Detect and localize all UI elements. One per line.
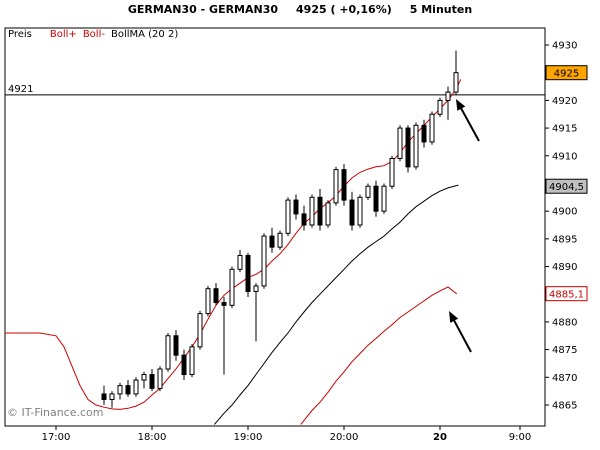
candle-up [197,313,203,348]
axis-title-preis: Preis [8,29,32,40]
candle-down [421,124,427,143]
y-tick-label: 4910 [552,151,577,162]
x-axis-label: 18:00 [138,432,167,443]
x-axis-label: 20:00 [330,432,359,443]
x-axis-label: 20 [433,432,447,443]
candle-down [101,393,107,400]
title-timeframe: 5 Minuten [409,3,473,16]
candle-up [165,335,171,370]
candle-up [389,158,395,187]
candle-down [373,185,379,212]
candle-up [437,99,443,115]
y-tick-label: 4880 [552,317,577,328]
candle-down [341,169,347,201]
candle-up [357,196,363,226]
candle-down [245,254,251,292]
candle-up [109,393,115,400]
plot-border [4,27,546,427]
candle-up [117,385,123,395]
candle-up [397,127,403,160]
price-box-boll-minus-value [545,286,588,302]
title-symbol: GERMAN30 - GERMAN30 [127,3,279,16]
candle-up [429,113,435,143]
candle-up [253,285,259,292]
price-box-label-bollma-value: 4904,5 [549,182,584,193]
boll-lower-line [300,286,458,425]
x-axis-label: 9:00 [509,432,531,443]
candle-up [381,185,387,212]
legend-bollma: BollMA (20 2) [110,29,179,40]
candle-up [309,196,315,226]
candle-up [157,368,163,389]
candle-up [365,185,371,198]
annotation-arrow-shaft [451,317,472,353]
candle-up [413,124,419,168]
legend-boll-plus: Boll+ [49,29,77,40]
price-box-bollma-value [545,178,588,194]
watermark: © IT-Finance.com [7,406,104,419]
candle-up [285,199,291,234]
candle-up [261,235,267,287]
title-quote: 4925 ( +0,16%) [296,3,392,16]
x-axis-label: 19:00 [234,432,263,443]
candle-up [189,346,195,376]
price-box-label-last-price: 4925 [554,68,579,79]
candle-down [125,385,131,395]
candle-down [149,374,155,389]
candle-up [277,232,283,248]
candle-up [141,374,147,381]
legend-boll-minus: Boll- [82,29,105,40]
candle-down [213,288,219,304]
y-tick-label: 4870 [552,373,577,384]
hline-label: 4921 [8,84,33,95]
y-tick-label: 4915 [552,124,577,135]
y-tick-label: 4920 [552,96,577,107]
y-tick-label: 4865 [552,401,577,412]
chart-legend: Preis Boll+ Boll- BollMA (20 2) [8,29,184,40]
annotation-arrow-head [449,311,459,323]
y-tick-label: 4900 [552,207,577,218]
candle-up [445,91,451,101]
candle-down [181,354,187,376]
candle-up [237,254,243,270]
candle-up [205,288,211,315]
candle-up [325,202,331,226]
candle-down [405,127,411,168]
bollma-line [214,184,459,425]
y-tick-label: 4895 [552,234,577,245]
y-tick-label: 4890 [552,262,577,273]
candle-down [269,235,275,248]
annotation-arrow-head [456,99,466,111]
candle-up [229,268,235,306]
y-tick-label: 4930 [552,41,577,52]
candle-down [221,302,227,306]
candle-up [333,169,339,204]
candle-down [293,199,299,215]
price-box-last-price [545,65,588,81]
x-axis-label: 17:00 [42,432,71,443]
candle-up [133,379,139,395]
annotation-arrow-shaft [458,105,480,142]
candle-down [173,335,179,356]
y-tick-label: 4875 [552,345,577,356]
chart-title: GERMAN30 - GERMAN30 4925 ( +0,16%) 5 Minut… [0,3,600,16]
boll-upper-line [4,79,462,410]
candle-down [301,213,307,226]
candle-up [453,72,459,93]
price-box-label-boll-minus-value: 4885,1 [549,289,584,300]
candle-down [317,196,323,226]
candle-down [349,199,355,226]
